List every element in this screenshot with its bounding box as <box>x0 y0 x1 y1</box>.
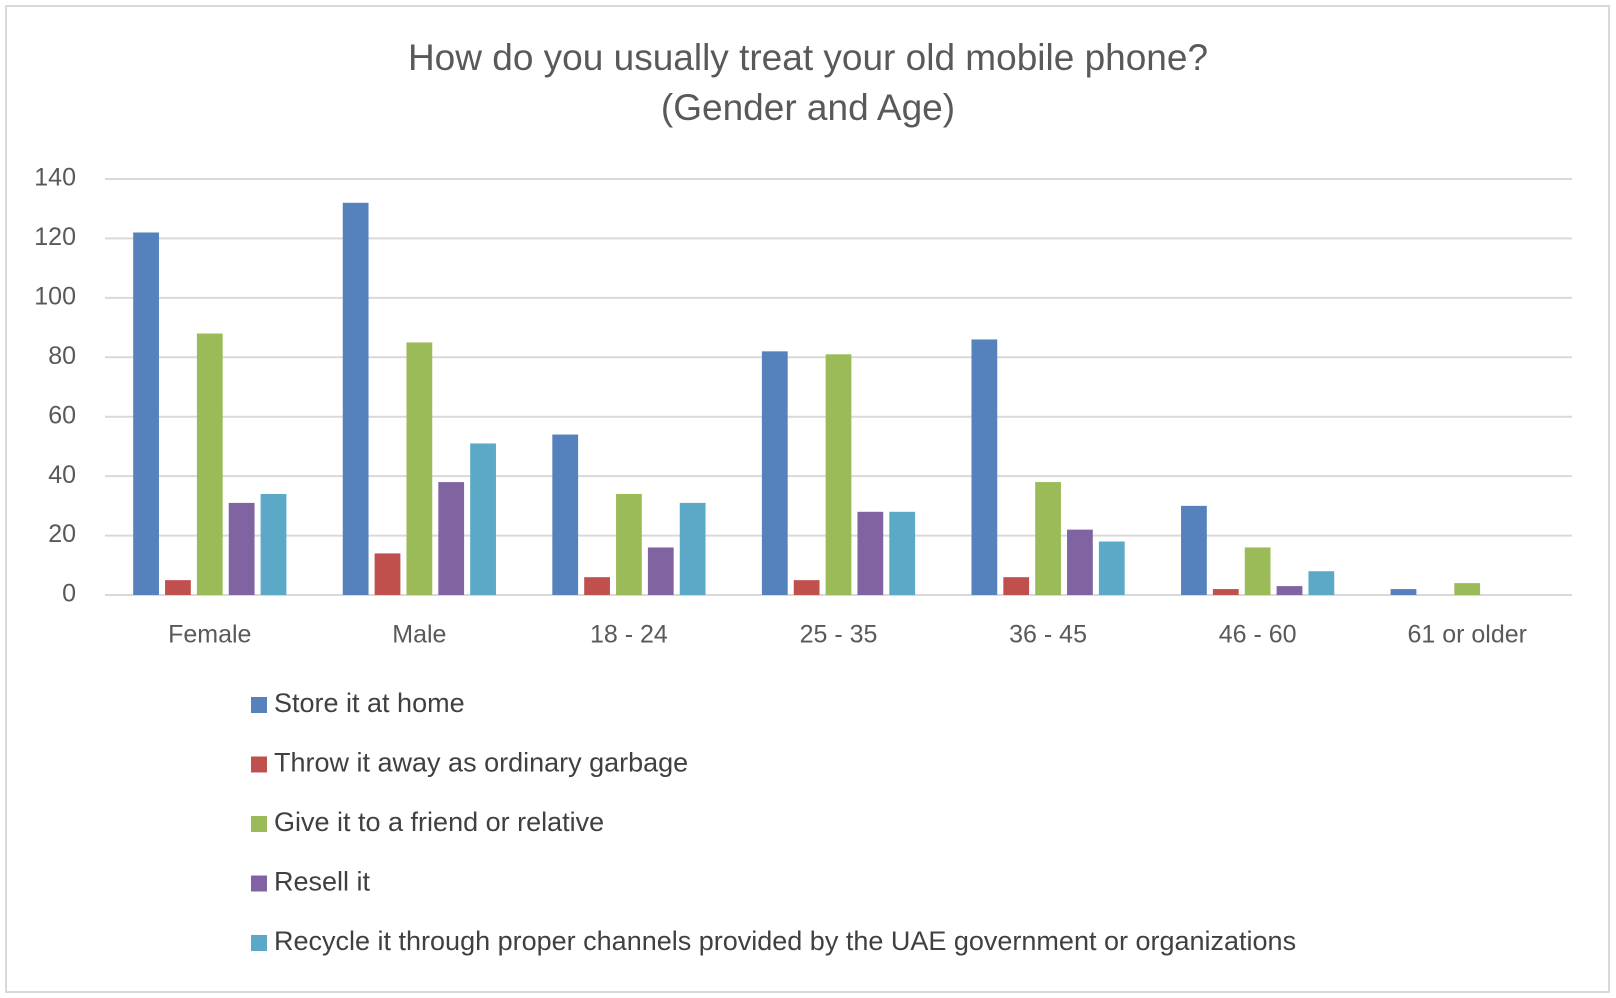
bar <box>761 351 788 595</box>
legend-label: Resell it <box>274 867 371 897</box>
bar <box>857 511 884 595</box>
x-tick-label: 36 - 45 <box>1009 621 1087 649</box>
bar <box>1454 583 1481 595</box>
x-tick-label: Female <box>168 621 251 649</box>
y-tick-label: 0 <box>62 580 76 608</box>
bar <box>1212 589 1239 595</box>
x-tick-label: 46 - 60 <box>1219 621 1297 649</box>
legend-swatch <box>251 816 267 832</box>
y-tick-label: 80 <box>48 342 76 370</box>
bar <box>616 493 642 595</box>
bar <box>1181 505 1207 595</box>
bar <box>228 502 255 595</box>
bar <box>552 434 579 595</box>
x-tick-label: 25 - 35 <box>800 621 878 649</box>
bar <box>1244 547 1271 595</box>
bar <box>406 342 433 595</box>
bar <box>793 580 820 595</box>
bar <box>1003 577 1030 595</box>
bar <box>1098 541 1125 595</box>
bar <box>342 202 369 595</box>
legend-swatch <box>251 697 267 713</box>
bar <box>889 511 916 595</box>
y-tick-label: 120 <box>34 223 76 251</box>
bar <box>260 493 287 595</box>
chart-title: How do you usually treat your old mobile… <box>408 37 1208 78</box>
bar <box>971 339 998 595</box>
bar <box>1276 586 1303 595</box>
legend-label: Store it at home <box>274 688 465 718</box>
y-tick-label: 20 <box>48 520 76 548</box>
bar <box>196 333 223 595</box>
legend-swatch <box>251 756 267 773</box>
y-tick-label: 60 <box>48 401 76 429</box>
legend-swatch <box>251 935 267 951</box>
y-tick-label: 100 <box>34 282 76 310</box>
bar <box>133 232 159 595</box>
y-tick-label: 140 <box>34 164 76 192</box>
bar <box>165 580 191 595</box>
bar <box>584 577 610 595</box>
bar <box>1308 571 1335 595</box>
chart-title: (Gender and Age) <box>661 87 955 128</box>
x-tick-label: 61 or older <box>1407 621 1527 649</box>
legend-label: Give it to a friend or relative <box>274 807 604 837</box>
bar <box>1035 482 1061 595</box>
bar <box>1390 589 1417 595</box>
bar <box>679 502 706 595</box>
y-tick-label: 40 <box>48 461 76 489</box>
legend-label: Throw it away as ordinary garbage <box>274 748 688 778</box>
legend-label: Recycle it through proper channels provi… <box>274 926 1296 956</box>
legend-swatch <box>251 875 267 892</box>
bar <box>470 443 496 595</box>
chart-border <box>5 5 1610 993</box>
bar <box>438 482 465 595</box>
x-tick-label: Male <box>392 621 446 649</box>
bar <box>647 547 674 595</box>
bar <box>1067 529 1093 595</box>
bar <box>374 553 401 595</box>
x-tick-label: 18 - 24 <box>590 621 668 649</box>
bar <box>825 354 852 595</box>
